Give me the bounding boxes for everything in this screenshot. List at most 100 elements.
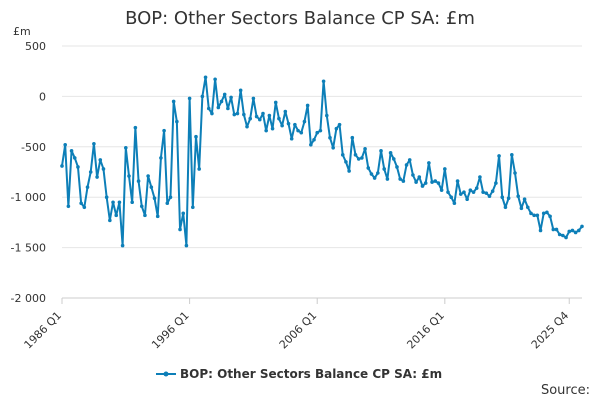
series-point (108, 218, 112, 223)
legend-series-label: BOP: Other Sectors Balance CP SA: £m (180, 367, 442, 381)
series-point (382, 167, 387, 171)
series-point (124, 146, 128, 150)
series-point (79, 201, 83, 206)
series-point (465, 197, 469, 202)
series-point (130, 200, 134, 205)
series-point (296, 128, 300, 133)
series-point (178, 227, 182, 232)
series-point (206, 106, 211, 111)
series-point (525, 205, 530, 210)
series-point (545, 210, 549, 215)
series-point (149, 185, 154, 189)
series-point (570, 228, 575, 233)
series-point (328, 135, 332, 140)
series-point (257, 117, 262, 122)
series-point (219, 99, 224, 104)
series-point (60, 164, 64, 168)
series-point (439, 188, 444, 192)
legend[interactable]: BOP: Other Sectors Balance CP SA: £m (156, 367, 442, 381)
series-point (379, 149, 383, 153)
series-point (72, 156, 77, 160)
series-point (337, 122, 342, 127)
series-point (481, 190, 485, 194)
series-point (168, 195, 173, 199)
series-point (63, 142, 67, 147)
series-point (88, 170, 93, 174)
series-point (510, 153, 514, 157)
series-point (210, 111, 214, 116)
series-point (277, 116, 281, 121)
series-point (363, 147, 367, 151)
series-point (175, 119, 179, 124)
series-point (350, 135, 355, 140)
series-point (213, 77, 217, 82)
series-point (455, 179, 460, 183)
series-point (436, 181, 441, 185)
series-point (529, 211, 533, 216)
series-point (376, 171, 380, 175)
series-point (200, 94, 205, 99)
series-point (171, 99, 176, 104)
series-point (136, 179, 141, 183)
series-point (191, 205, 195, 210)
series-point (251, 96, 256, 101)
series-point (104, 195, 109, 199)
series-point (503, 205, 508, 210)
series-point (414, 180, 418, 184)
series-point (305, 103, 310, 108)
series-point (532, 213, 536, 218)
series-point (478, 175, 482, 179)
series-point (516, 194, 520, 198)
series-point (369, 172, 374, 176)
series-point (159, 156, 163, 160)
series-point (449, 195, 454, 199)
series-point (398, 177, 402, 181)
series-point (577, 228, 581, 233)
series-point (401, 179, 406, 183)
y-tick-label: -2 000 (11, 292, 46, 305)
series-point (484, 191, 489, 195)
series-point (155, 214, 160, 219)
series-point (494, 181, 498, 185)
series-point (146, 174, 150, 178)
series-point (404, 163, 409, 167)
series-point (238, 88, 243, 93)
series-point (245, 124, 249, 129)
series-point (420, 184, 425, 188)
series-point (232, 112, 237, 117)
series-point (273, 100, 278, 105)
series-point (133, 125, 138, 130)
x-tick-label: 2025 Q4 (529, 309, 572, 352)
series-point (391, 157, 396, 161)
series-point (261, 111, 265, 116)
series-point (152, 196, 157, 201)
series-point (340, 153, 345, 157)
series-point (360, 156, 364, 160)
series-point (318, 128, 323, 133)
series-point (548, 214, 552, 219)
series-point (385, 177, 390, 181)
series-point (85, 185, 90, 189)
series-point (222, 92, 227, 97)
series-point (430, 180, 434, 184)
series-point (538, 228, 543, 233)
series-point (76, 165, 80, 169)
series-point (302, 119, 307, 124)
series-point (395, 165, 399, 169)
series-point (187, 96, 192, 101)
series-point (321, 79, 326, 84)
series-point (194, 134, 198, 139)
series-point (95, 175, 99, 179)
series-point (497, 154, 501, 158)
series-point (366, 166, 371, 170)
series-point (181, 211, 186, 216)
series-point (312, 137, 316, 142)
series-point (66, 204, 71, 209)
series-point (468, 188, 473, 192)
series-point (564, 235, 568, 240)
series-point (506, 196, 511, 201)
series-point (446, 190, 450, 194)
series-point (557, 232, 562, 237)
series-point (427, 161, 431, 165)
